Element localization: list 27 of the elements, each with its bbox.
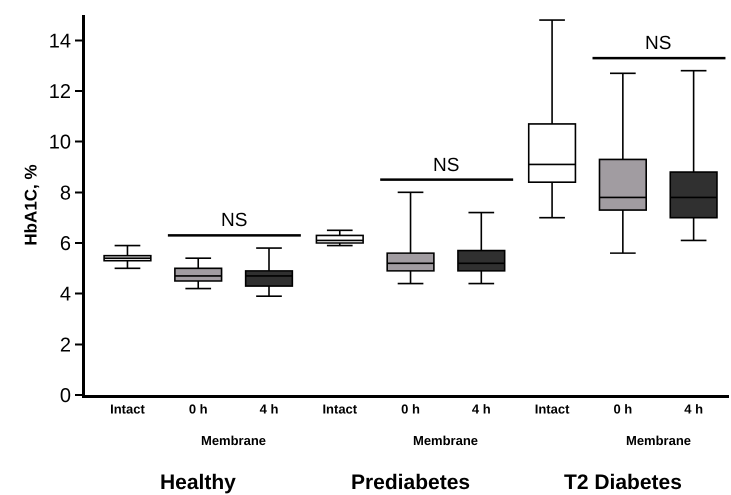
y-tick-label: 12: [48, 81, 71, 103]
text: Prediabetes: [351, 471, 470, 494]
y-tick-label: 8: [60, 182, 71, 204]
x-tick-label: 0 h: [401, 402, 420, 417]
x-tick-label: Intact: [322, 402, 358, 417]
annotation: NS: [221, 210, 248, 231]
x-tick-label: Intact: [110, 402, 146, 417]
y-tick-label: 2: [60, 334, 71, 356]
y-tick-label: 10: [48, 132, 71, 154]
x-tick-label: 0 h: [188, 402, 208, 417]
x-tick-label: Intact: [534, 402, 570, 417]
x-tick-label: 4 h: [260, 402, 278, 417]
text: Membrane: [626, 433, 692, 448]
y-tick-label: 14: [48, 30, 71, 52]
text: T2 Diabetes: [564, 471, 682, 494]
y-axis-title: HbA1C, %: [21, 164, 40, 246]
y-tick-label: 4: [60, 284, 71, 306]
annotation: NS: [645, 33, 672, 54]
y-tick-label: 0: [60, 385, 71, 407]
text: Healthy: [160, 471, 236, 494]
annotation: NS: [433, 155, 460, 176]
x-tick-label: 0 h: [613, 402, 632, 417]
x-tick-label: 4 h: [684, 402, 704, 417]
y-tick-label: 6: [60, 233, 71, 255]
text: Membrane: [413, 433, 478, 448]
text: Membrane: [201, 433, 266, 448]
x-tick-label: 4 h: [472, 402, 491, 417]
